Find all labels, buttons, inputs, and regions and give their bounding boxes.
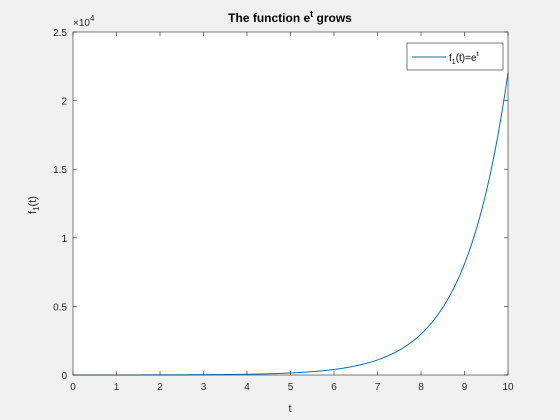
- x-ticks: 0 1 2 3 4 5 6 7 8 9 10: [70, 32, 514, 393]
- y-exponent-label: ×104: [73, 14, 95, 29]
- x-tick-label: 0: [70, 382, 76, 393]
- y-tick-label: 1: [61, 234, 67, 245]
- x-tick-label: 9: [462, 382, 468, 393]
- x-tick-label: 1: [114, 382, 120, 393]
- x-tick-label: 6: [331, 382, 337, 393]
- x-tick-label: 2: [157, 382, 163, 393]
- y-ticks: 0 0.5 1 1.5 2 2.5: [53, 28, 508, 382]
- y-tick-label: 2: [61, 97, 67, 108]
- x-tick-label: 3: [201, 382, 207, 393]
- y-tick-label: 0.5: [53, 302, 67, 313]
- plot-area: [73, 32, 508, 375]
- x-tick-label: 8: [418, 382, 424, 393]
- chart-title: The function et grows: [228, 9, 352, 25]
- legend: f1(t)=et: [406, 42, 504, 71]
- x-tick-label: 4: [244, 382, 250, 393]
- x-axis-label: t: [288, 403, 291, 415]
- y-tick-label: 2.5: [53, 28, 67, 39]
- x-tick-label: 7: [375, 382, 381, 393]
- y-axis-label: f1(t): [27, 196, 41, 214]
- legend-entry-f1: f1(t)=et: [449, 51, 479, 66]
- x-tick-label: 10: [502, 382, 514, 393]
- y-tick-label: 0: [61, 371, 67, 382]
- x-tick-label: 5: [288, 382, 294, 393]
- y-tick-label: 1.5: [53, 165, 67, 176]
